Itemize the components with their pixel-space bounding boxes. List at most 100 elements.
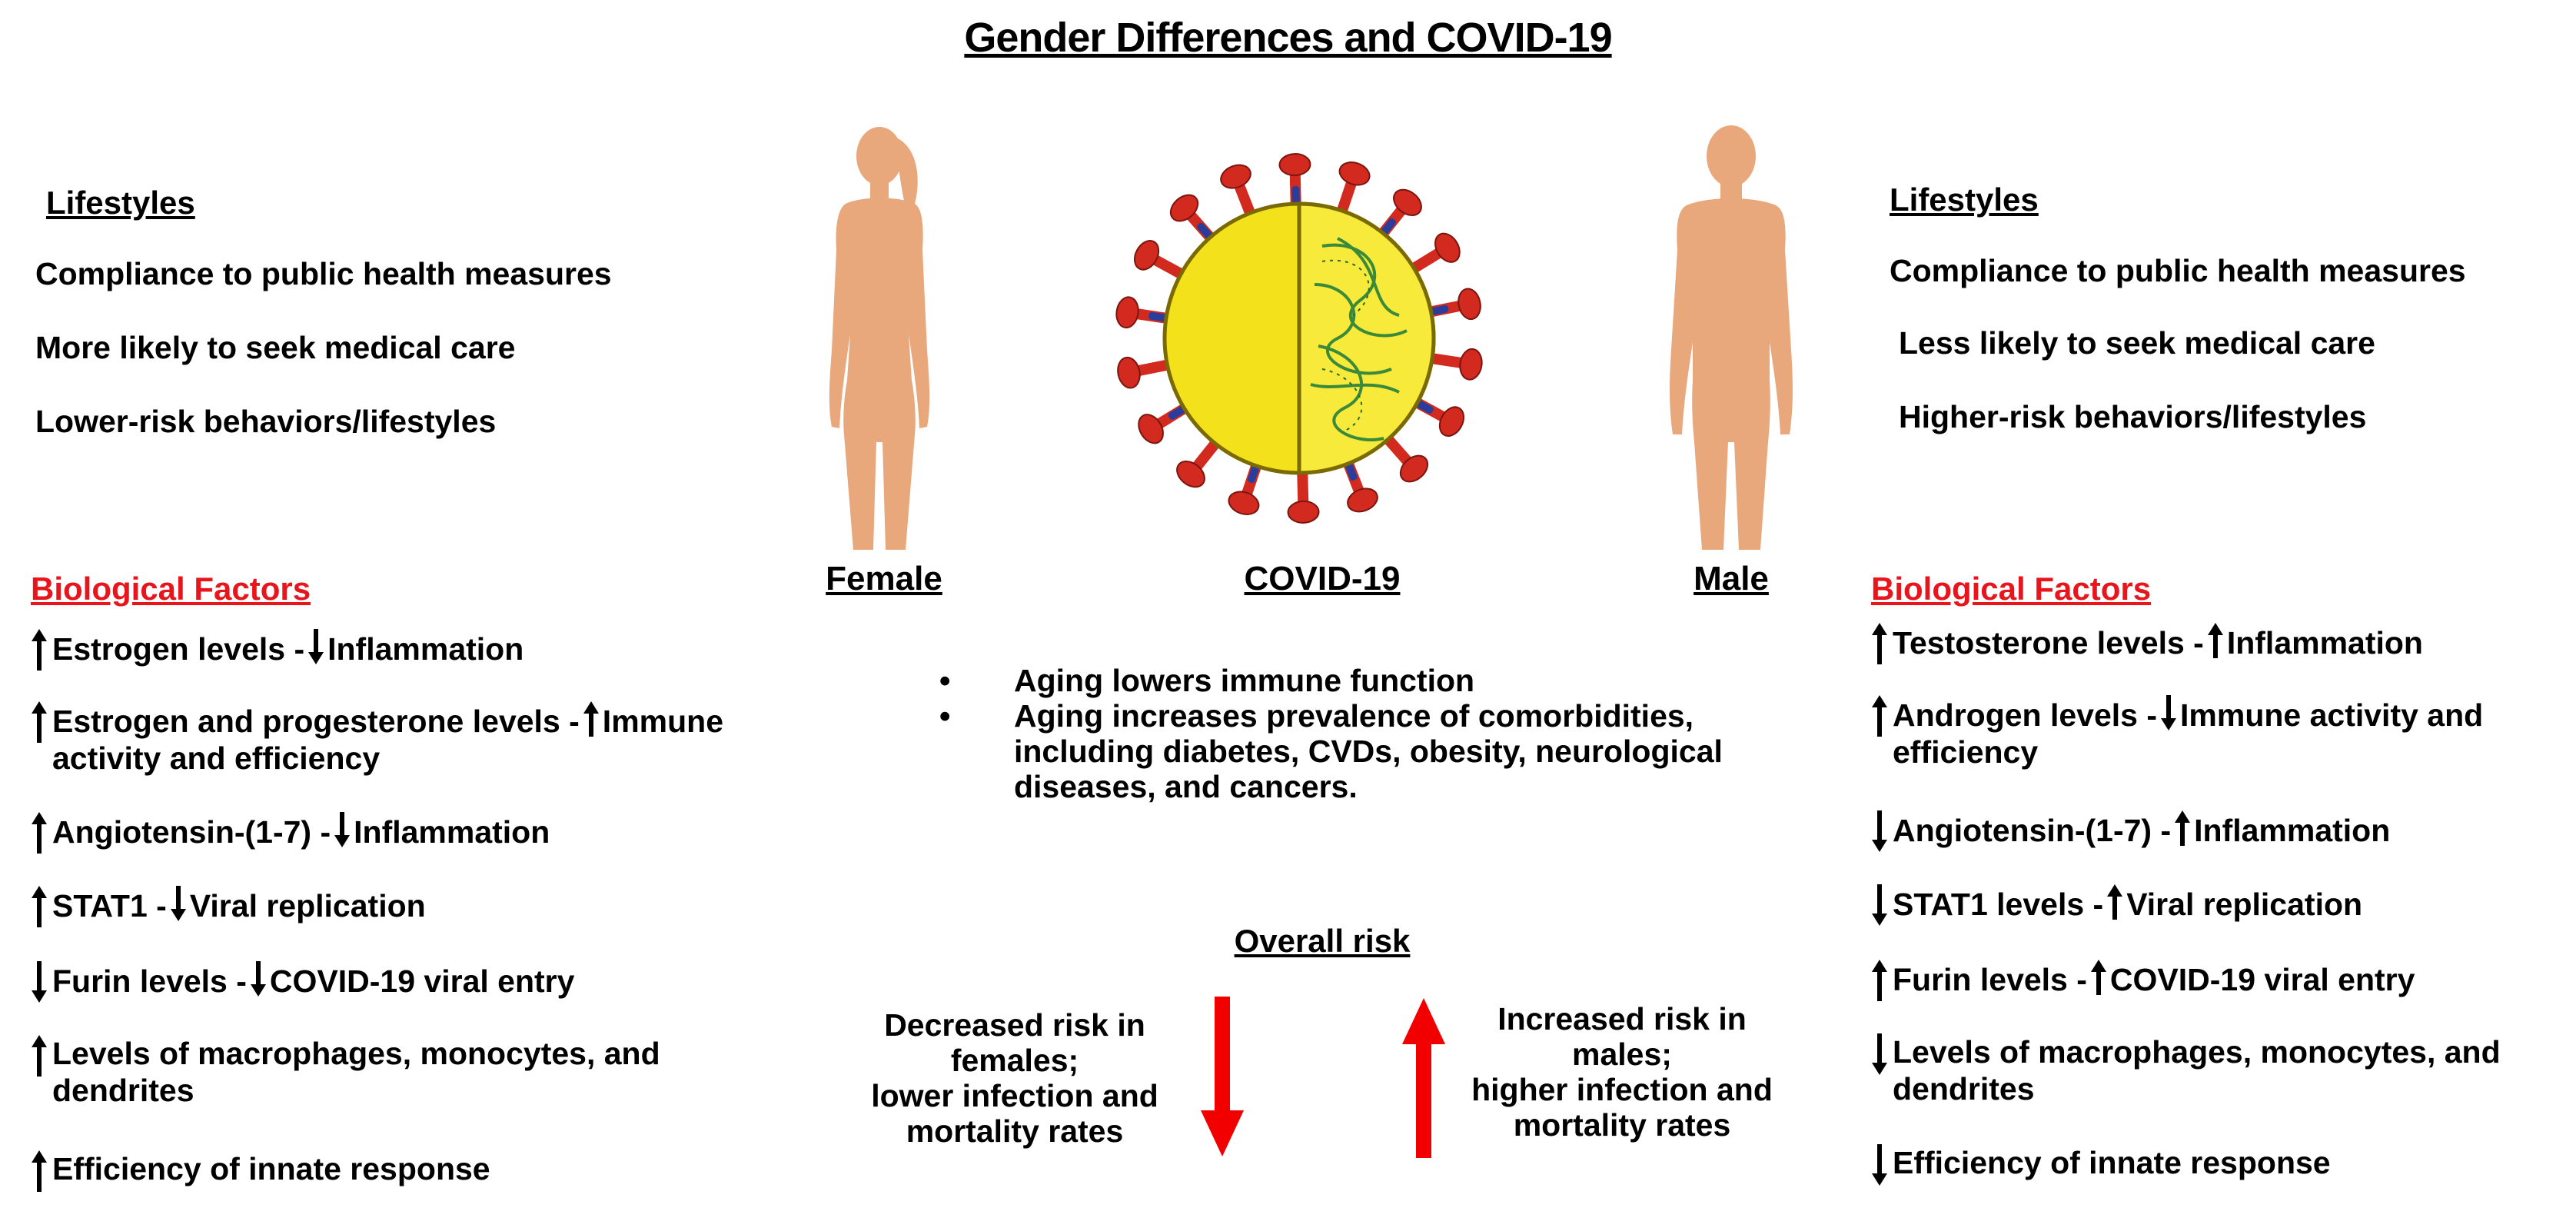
- covid-label: COVID-19: [1244, 560, 1401, 597]
- male-bio-factor-text: Androgen levels - Immune activity and effi…: [1893, 695, 2483, 770]
- up-arrow-icon: [31, 701, 48, 743]
- female-figure-icon: [829, 127, 930, 550]
- factor-label: Efficiency of innate response: [1893, 1145, 2331, 1180]
- factor-effect: Viral replication: [2126, 887, 2363, 922]
- virus-spike: [1381, 432, 1429, 483]
- factor-label: Androgen levels -: [1893, 697, 2158, 733]
- male-bio-factor-row: Efficiency of innate response: [1871, 1144, 2331, 1186]
- factor-effect: COVID-19 viral entry: [2109, 962, 2415, 997]
- male-lifestyle-item: Compliance to public health measures: [1890, 253, 2466, 288]
- male-bio-factor-row: STAT1 levels - Viral replication: [1871, 884, 2362, 926]
- virus-protein: [1148, 311, 1169, 322]
- virus-spike: [1133, 240, 1188, 281]
- up-arrow-icon: [31, 812, 48, 854]
- male-bio-factor-text: STAT1 levels - Viral replication: [1893, 884, 2362, 923]
- down-arrow-icon: [250, 961, 267, 997]
- factor-label: Levels of macrophages, monocytes, and: [1893, 1034, 2501, 1070]
- factor-label: Angiotensin-(1-7) -: [1893, 813, 2172, 848]
- male-bio-factor-text: Angiotensin-(1-7) - Inflammation: [1893, 810, 2390, 849]
- female-bio-factor-text: Estrogen and progesterone levels - Immune…: [52, 701, 723, 777]
- bullet-dot: •: [939, 663, 951, 698]
- male-bio-factor-text: Furin levels - COVID-19 viral entry: [1893, 960, 2415, 998]
- female-lifestyles-heading: Lifestyles: [46, 185, 195, 221]
- factor-label: Angiotensin-(1-7) -: [52, 814, 331, 850]
- factor-effect: Inflammation: [327, 631, 524, 667]
- up-arrow-icon: [31, 1035, 48, 1077]
- male-bio-factor-text: Efficiency of innate response: [1893, 1144, 2331, 1181]
- factor-label: STAT1 levels -: [1893, 887, 2104, 922]
- up-arrow-icon: [2106, 884, 2123, 920]
- female-bio-factor-text: Estrogen levels - Inflammation: [52, 629, 524, 667]
- female-risk-text: Decreased risk in females; lower infection…: [871, 1007, 1158, 1149]
- factor-effect: Inflammation: [354, 814, 550, 850]
- factor-effect: Immune activity and: [2180, 697, 2484, 733]
- factor-continuation: dendrites: [52, 1073, 194, 1108]
- down-arrow-icon: [2160, 695, 2177, 730]
- female-bio-factor-row: Angiotensin-(1-7) - Inflammation: [31, 812, 550, 854]
- male-lifestyle-item: Higher-risk behaviors/lifestyles: [1899, 399, 2367, 434]
- male-bio-factor-text: Testosterone levels - Inflammation: [1893, 623, 2423, 661]
- female-lifestyle-item: More likely to seek medical care: [35, 330, 516, 365]
- male-figure-icon: [1670, 125, 1793, 550]
- female-bio-factor-row: STAT1 - Viral replication: [31, 886, 426, 927]
- virus-spike: [1176, 437, 1222, 488]
- up-arrow-icon: [1871, 960, 1888, 1001]
- virus-spike: [1408, 232, 1461, 275]
- male-label: Male: [1694, 560, 1769, 597]
- factor-label: Efficiency of innate response: [52, 1151, 490, 1186]
- female-bio-factor-row: Furin levels - COVID-19 viral entry: [31, 961, 574, 1003]
- up-arrow-icon: [2174, 810, 2191, 846]
- female-bio-factor-text: Furin levels - COVID-19 viral entry: [52, 961, 574, 1000]
- male-lifestyles-heading: Lifestyles: [1890, 181, 2039, 218]
- factor-continuation: efficiency: [1893, 734, 2039, 770]
- female-bio-factor-row: Estrogen and progesterone levels - Immune…: [31, 701, 723, 777]
- down-arrow-icon: [1871, 1033, 1888, 1075]
- male-bio-factor-row: Furin levels - COVID-19 viral entry: [1871, 960, 2415, 1001]
- factor-continuation: dendrites: [1893, 1071, 2035, 1107]
- factor-effect: COVID-19 viral entry: [269, 963, 575, 999]
- female-bio-factor-text: Levels of macrophages, monocytes, and den…: [52, 1035, 660, 1109]
- factor-effect: Viral replication: [189, 888, 426, 923]
- down-arrow-icon: [1871, 810, 1888, 852]
- factor-label: Testosterone levels -: [1893, 625, 2204, 661]
- factor-continuation: activity and efficiency: [52, 740, 381, 776]
- female-lifestyle-item: Lower-risk behaviors/lifestyles: [35, 404, 497, 439]
- diagram-title: Gender Differences and COVID-19: [964, 15, 1612, 61]
- up-arrow-icon: [1871, 695, 1888, 737]
- virus-protein: [1428, 304, 1449, 316]
- up-arrow-icon: [1871, 623, 1888, 664]
- male-lifestyle-item: Less likely to seek medical care: [1899, 325, 2375, 361]
- down-arrow-icon: [31, 961, 48, 1003]
- factor-effect: Inflammation: [2226, 625, 2423, 661]
- male-bio-factor-text: Levels of macrophages, monocytes, and den…: [1893, 1033, 2501, 1107]
- up-arrow-icon: [31, 1150, 48, 1192]
- virus-spike: [1428, 348, 1483, 381]
- male-bio-factor-row: Angiotensin-(1-7) - Inflammation: [1871, 810, 2390, 852]
- up-arrow-icon: [583, 701, 600, 737]
- up-arrow-icon: [31, 629, 48, 671]
- down-arrow-icon: [334, 812, 351, 847]
- female-lifestyle-item: Compliance to public health measures: [35, 256, 612, 291]
- female-bio-factor-text: Angiotensin-(1-7) - Inflammation: [52, 812, 550, 850]
- factor-label: STAT1 -: [52, 888, 167, 923]
- female-label: Female: [826, 560, 942, 597]
- virus-protein: [1291, 186, 1300, 207]
- bullet-dot: •: [939, 698, 951, 734]
- aging-bullet-list: • Aging lowers immune function • Aging inc…: [939, 663, 1770, 804]
- down-arrow-icon: [307, 629, 324, 664]
- virus-protein: [1345, 461, 1358, 481]
- virus-protein: [1248, 463, 1260, 484]
- decreased-risk-arrow-icon: [1201, 997, 1244, 1156]
- female-bio-factor-row: Estrogen levels - Inflammation: [31, 629, 524, 671]
- up-arrow-icon: [2207, 623, 2224, 658]
- bullet-item: • Aging increases prevalence of comorbidi…: [939, 698, 1723, 804]
- male-bio-factor-row: Androgen levels - Immune activity and effi…: [1871, 695, 2483, 770]
- down-arrow-icon: [1871, 884, 1888, 926]
- up-arrow-icon: [31, 886, 48, 927]
- virus-spike: [1220, 164, 1257, 219]
- virus-spike: [1117, 356, 1172, 389]
- down-arrow-icon: [170, 886, 187, 921]
- factor-effect: Immune: [602, 704, 723, 739]
- bullet-item: • Aging lowers immune function: [939, 663, 1475, 698]
- male-biological-heading: Biological Factors: [1871, 571, 2152, 607]
